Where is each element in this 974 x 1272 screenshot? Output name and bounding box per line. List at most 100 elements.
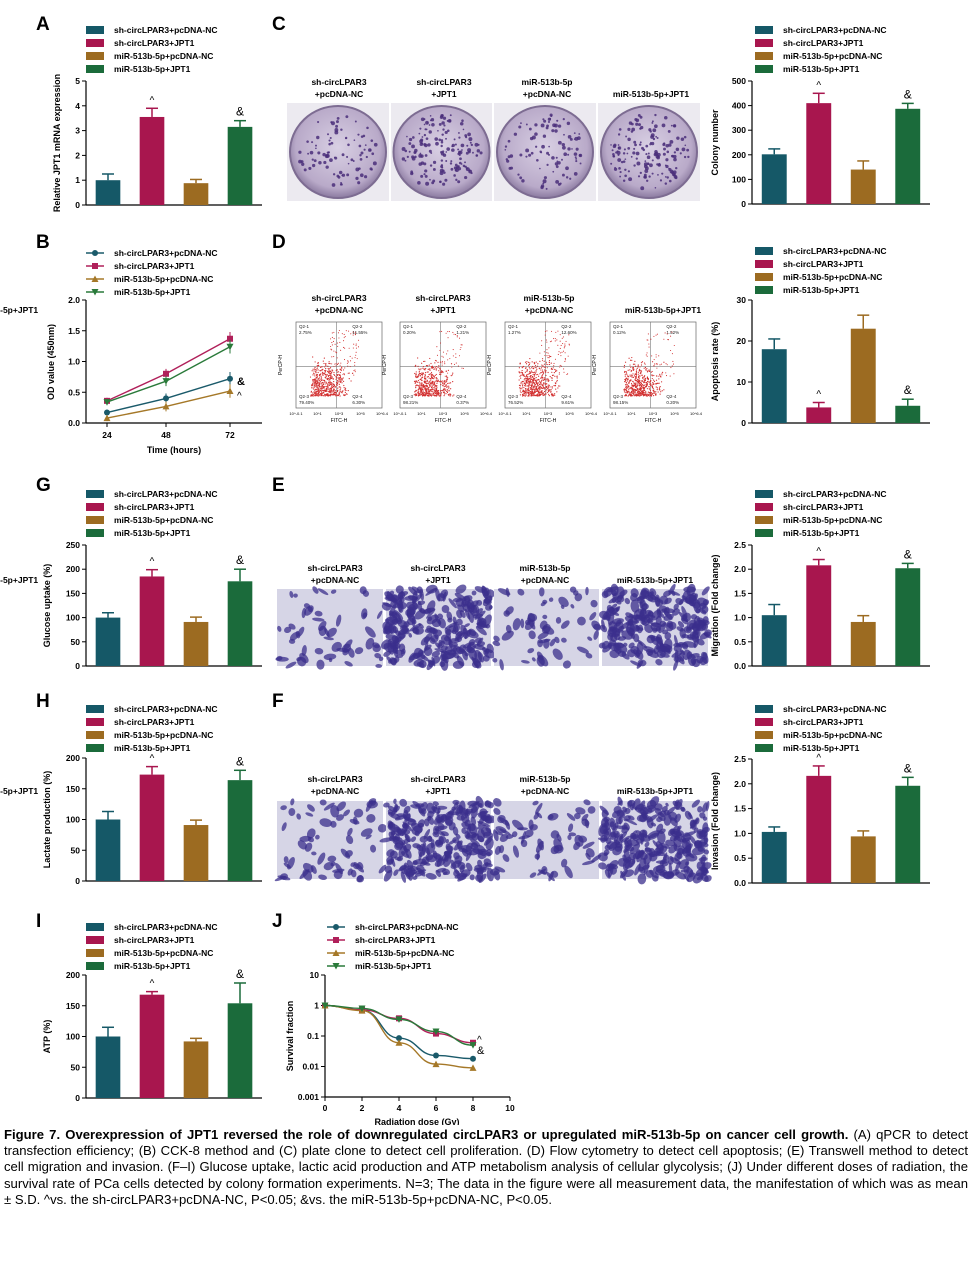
chart-I-sig-1: ^ [150, 979, 155, 990]
flow-dot [331, 344, 333, 346]
flow-dot [657, 375, 659, 377]
invasion-cell [494, 845, 501, 855]
colony-dot [344, 136, 348, 140]
flow-dot [548, 357, 550, 359]
flow-dot [423, 382, 426, 384]
colony-dot [346, 155, 349, 158]
flow-dot [637, 365, 639, 367]
invasion-cell [573, 841, 581, 851]
flow-dot [556, 379, 558, 382]
flow-dot [634, 390, 636, 392]
invasion-cell [499, 828, 511, 836]
flow-dot [427, 388, 430, 390]
invasion-cell [644, 841, 650, 848]
invasion-cell [587, 806, 596, 814]
legend-C-label-0: sh-circLPAR3+pcDNA-NC [783, 25, 887, 35]
flow-dot [639, 385, 641, 387]
flow-dot [459, 348, 461, 351]
chart-F-ytick-label-4: 2.0 [734, 779, 746, 789]
flow-dot [549, 356, 551, 358]
colony-dot [364, 175, 368, 179]
flow-dot [530, 393, 533, 395]
flow-dot [642, 394, 644, 396]
migration-label-3a: miR-513b-5p [519, 563, 570, 573]
chart-I-ytick-label-4: 200 [66, 970, 80, 980]
flow-label-2a: sh-circLPAR3 [415, 293, 470, 303]
migration-cell [537, 654, 549, 667]
flow-dot [434, 386, 436, 388]
chart-G-bar-2 [183, 621, 209, 666]
flow-dot [461, 367, 463, 369]
flow-dot [325, 388, 327, 390]
invasion-cell [493, 807, 501, 815]
invasion-cell [426, 815, 432, 821]
colony-dot [651, 120, 654, 123]
flow-dot [344, 391, 346, 394]
colony-dot [458, 136, 461, 139]
migration-cell [441, 604, 450, 614]
flow-dot [541, 376, 543, 378]
invasion-cell [624, 807, 631, 815]
migration-cell [677, 621, 685, 628]
migration-cell [560, 620, 570, 629]
flow-dot [646, 380, 649, 383]
flow-dot [524, 395, 527, 397]
flow-dot [546, 352, 548, 354]
invasion-cell [370, 844, 377, 853]
flow-dot [330, 367, 332, 369]
colony-dot [663, 147, 666, 151]
chart-C-ytick-label-4: 400 [732, 101, 746, 111]
colony-dot [328, 139, 331, 142]
flow-dot [328, 362, 330, 365]
flow-dot [632, 366, 635, 369]
migration-cell [452, 623, 461, 633]
flow-dot [638, 390, 640, 392]
flow-dot [339, 341, 341, 343]
flow-dot [553, 385, 555, 387]
chart-J-series-0 [324, 1004, 474, 1060]
flow-dot [653, 358, 655, 361]
invasion-cell [654, 807, 662, 816]
flow-dot [322, 389, 324, 391]
flow-dot [317, 371, 319, 374]
flow-dot [644, 387, 646, 389]
flow-dot [414, 365, 416, 367]
flow-dot [646, 368, 648, 370]
flow-dot [632, 367, 634, 370]
flow-dot [335, 394, 337, 396]
flow-dot [650, 371, 652, 373]
flow-dot [660, 381, 663, 383]
flow-dot [638, 388, 641, 390]
flow-dot [541, 340, 543, 342]
flow-dot [623, 364, 626, 367]
invasion-cell [610, 832, 616, 838]
flow-dot [658, 355, 660, 357]
invasion-cell [548, 814, 554, 820]
colony-dot [370, 139, 374, 142]
colony-dot [561, 173, 565, 177]
legend-H-swatch-3 [86, 744, 104, 752]
chart-I-bar-1 [139, 994, 165, 1098]
migration-cell [307, 606, 313, 613]
flow-dot [349, 360, 352, 362]
flow-dot [654, 363, 656, 365]
flow-dot [422, 372, 424, 374]
colony-dot [464, 175, 468, 180]
flow-dot [559, 334, 561, 336]
flow-dot [533, 382, 536, 384]
legend-D-swatch-3 [755, 286, 773, 294]
flow-dot [647, 379, 649, 381]
invasion-cell [631, 858, 636, 865]
chart-F-ytick-label-0: 0.0 [734, 878, 746, 888]
flow-dot [415, 373, 418, 375]
flow-dot [353, 370, 355, 372]
colony-dot [325, 153, 330, 158]
migration-cell [354, 647, 364, 655]
colony-dot [633, 147, 636, 150]
flow-dot [645, 381, 648, 384]
colony-dot [420, 174, 424, 178]
colony-dot [424, 128, 427, 131]
flow-dot [567, 355, 569, 357]
flow-dot [334, 363, 336, 365]
flow-dot [543, 373, 545, 375]
